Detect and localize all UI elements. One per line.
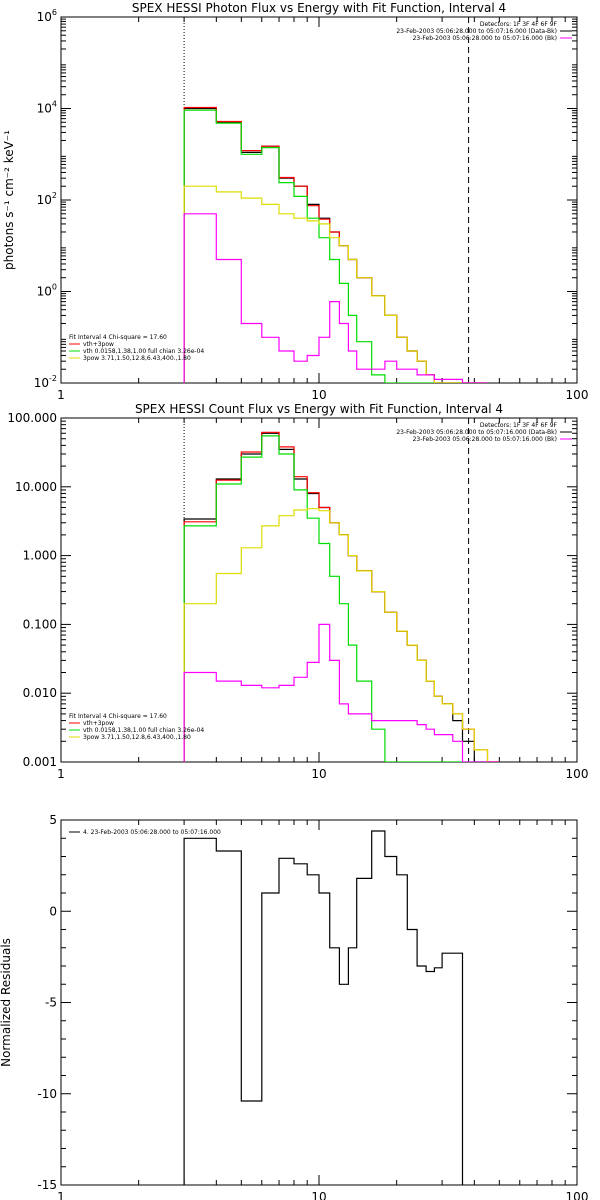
photon-flux-ylabel: photons s⁻¹ cm⁻² keV⁻¹	[2, 130, 16, 270]
photon-legend-line-0: Fit Interval 4 Chi-square = 17.60	[69, 334, 167, 341]
count-series-2-line	[183, 435, 500, 762]
photon-ytick-label: 100	[37, 283, 57, 299]
count-xtick-label: 100	[566, 767, 589, 781]
photon-legend-line-2: vth 0.0158,1.38,1.00 full chian 3.26e-04	[83, 348, 204, 355]
photon-series-4-line	[183, 213, 488, 383]
count-flux-title: SPEX HESSI Count Flux vs Energy with Fit…	[135, 402, 503, 416]
count-ytick-label: 100.000	[7, 411, 57, 425]
count-xtick-label: 1	[57, 767, 65, 781]
residual-xtick-label: 10	[311, 1190, 326, 1200]
count-ytick-label: 0.001	[23, 755, 57, 769]
photon-ytick-label: 102	[37, 191, 57, 207]
count-legend-line-0: Fit Interval 4 Chi-square = 17.60	[69, 713, 167, 720]
photon-ytick-label: 106	[37, 8, 57, 24]
residual-ytick-label: -5	[45, 996, 57, 1010]
residual-ytick-label: 0	[49, 904, 57, 918]
count-header-line-2: 23-Feb-2003 05:06:28.000 to 05:07:16.000…	[413, 436, 557, 443]
residual-xtick-label: 100	[566, 1190, 589, 1200]
photon-header-line-0: Detectors: 1F 3F 4F 6F 9F	[480, 21, 558, 28]
photon-xtick-label: 1	[57, 388, 65, 402]
photon-series-2-line	[183, 109, 488, 383]
count-flux-panel: SPEX HESSI Count Flux vs Energy with Fit…	[7, 402, 588, 781]
photon-ytick-label: 10-2	[34, 374, 57, 390]
photon-flux-title: SPEX HESSI Photon Flux vs Energy with Fi…	[132, 1, 506, 15]
count-legend-line-2: vth 0.0158,1.38,1.00 full chian 3.26e-04	[83, 727, 204, 734]
residual-series-0-line	[183, 830, 464, 1185]
residuals-ylabel: Normalized Residuals	[0, 938, 13, 1067]
photon-header-line-2: 23-Feb-2003 05:06:28.000 to 05:07:16.000…	[413, 35, 557, 42]
residual-ytick-label: 5	[49, 813, 57, 827]
residual-ytick-label: -10	[37, 1087, 57, 1101]
count-ytick-label: 10.000	[15, 480, 57, 494]
photon-legend-line-1: vth+3pow	[83, 341, 114, 348]
photon-header-line-1: 23-Feb-2003 05:06:28.000 to 05:07:16.000…	[396, 28, 557, 35]
residual-ytick-label: -15	[37, 1178, 57, 1192]
count-xtick-label: 10	[311, 767, 326, 781]
photon-xtick-label: 100	[566, 388, 589, 402]
count-series-4-line	[183, 623, 500, 762]
count-ytick-label: 0.010	[23, 686, 57, 700]
count-ytick-label: 1.000	[23, 549, 57, 563]
count-series-3-line	[183, 508, 500, 762]
count-header-line-1: 23-Feb-2003 05:06:28.000 to 05:07:16.000…	[396, 429, 557, 436]
photon-xtick-label: 10	[311, 388, 326, 402]
photon-ytick-label: 104	[37, 100, 57, 116]
count-header-line-0: Detectors: 1F 3F 4F 6F 9F	[480, 422, 558, 429]
count-legend-line-1: vth+3pow	[83, 720, 114, 727]
count-legend-line-3: 3pow 3.71,1.50,12.8,6.43,400.,1.80	[83, 734, 191, 741]
count-ytick-label: 0.100	[23, 617, 57, 631]
residual-legend-line-0: 4. 23-Feb-2003 05:06:28.000 to 05:07:16.…	[83, 829, 221, 836]
residual-xtick-label: 1	[57, 1190, 65, 1200]
photon-legend-line-3: 3pow 3.71,1.50,12.8,6.43,400.,1.80	[83, 355, 191, 362]
residuals-panel: Normalized Residuals 1 10 100 -15 -10 -5 0 5 4. …	[0, 813, 588, 1200]
photon-flux-panel: SPEX HESSI Photon Flux vs Energy with Fi…	[2, 1, 588, 402]
